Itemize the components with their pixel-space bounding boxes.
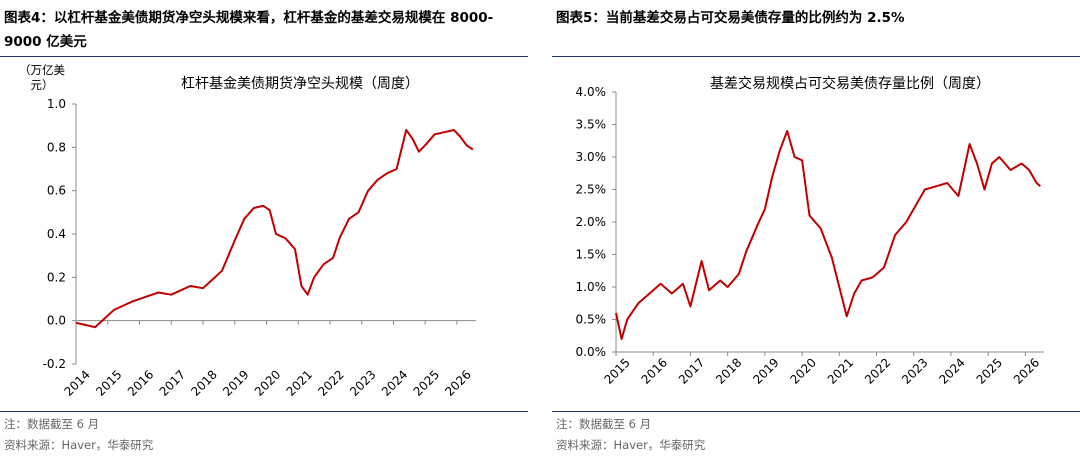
x-tick-label: 2026 [442,367,473,398]
chart-title: 杠杆基金美债期货净空头规模（周度） [181,75,419,92]
figure-5: 图表5：当前基差交易占可交易美债存量的比例约为 2.5% 基差交易规模占可交易美… [552,0,1080,460]
y-unit-label: 元） [31,78,54,92]
y-tick-label: 0.0 [47,314,66,328]
y-tick-label: 0.4 [47,227,66,241]
x-tick-label: 2016 [125,367,156,398]
y-tick-label: 1.5% [576,248,607,262]
x-tick-label: 2014 [61,367,92,398]
y-tick-label: -0.2 [43,357,66,371]
y-tick-label: 1.0 [47,97,66,111]
chart-title: 基差交易规模占可交易美债存量比例（周度） [710,75,990,92]
y-tick-label: 0.0% [576,345,607,359]
x-tick-label: 2022 [862,355,893,386]
x-tick-label: 2021 [284,367,315,398]
y-tick-label: 3.0% [576,150,607,164]
x-tick-label: 2015 [601,355,632,386]
figure-4-bottom-rule [0,411,528,412]
x-tick-label: 2023 [899,355,930,386]
figure-5-header: 图表5：当前基差交易占可交易美债存量的比例约为 2.5% [556,6,1076,30]
x-tick-label: 2024 [936,355,967,386]
figure-5-chart: 基差交易规模占可交易美债存量比例（周度） 0.0% 0.5% 1.0% 1.5% 2.0%… [576,75,1044,387]
y-tick-label: 2.0% [576,215,607,229]
figure-5-label: 图表5： [556,10,606,26]
x-tick-label: 2020 [788,355,819,386]
y-tick-label: 0.2 [47,270,66,284]
y-tick-label: 4.0% [576,85,607,99]
x-tick-label: 2025 [974,355,1005,386]
x-tick-label: 2017 [676,355,707,386]
y-tick-label: 0.6 [47,184,66,198]
figure-4-title: 以杠杆基金美债期货净空头规模来看，杠杆基金的基差交易规模在 8000-9000 … [4,10,494,50]
figure-4-header: 图表4：以杠杆基金美债期货净空头规模来看，杠杆基金的基差交易规模在 8000-9… [4,6,524,54]
x-tick-label: 2025 [411,367,442,398]
x-tick-label: 2018 [713,355,744,386]
y-tick-label: 2.5% [576,183,607,197]
figure-4-note: 注：数据截至 6 月 [4,417,100,431]
x-tick-label: 2023 [347,367,378,398]
figure-4-label: 图表4： [4,10,54,26]
x-tick-label: 2018 [188,367,219,398]
x-tick-label: 2017 [157,367,188,398]
y-tick-label: 0.5% [576,313,607,327]
x-tick-label: 2026 [1011,355,1042,386]
x-tick-label: 2016 [639,355,670,386]
figure-5-top-rule [552,56,1080,57]
y-unit-label: （万亿美 [19,63,65,77]
x-tick-label: 2024 [379,367,410,398]
figure-4-top-rule [0,56,528,57]
figure-5-source: 资料来源：Haver，华泰研究 [556,438,706,452]
y-tick-label: 3.5% [576,118,607,132]
x-tick-label: 2015 [93,367,124,398]
x-tick-label: 2021 [825,355,856,386]
figure-5-title: 当前基差交易占可交易美债存量的比例约为 2.5% [605,10,905,26]
figure-5-note: 注：数据截至 6 月 [556,417,652,431]
x-tick-label: 2020 [252,367,283,398]
figure-4-source: 资料来源：Haver，华泰研究 [4,438,154,452]
y-tick-label: 0.8 [47,140,66,154]
figure-4: 图表4：以杠杆基金美债期货净空头规模来看，杠杆基金的基差交易规模在 8000-9… [0,0,528,460]
x-tick-label: 2019 [220,367,251,398]
series-line [75,129,474,329]
y-tick-label: 1.0% [576,280,607,294]
x-tick-label: 2022 [315,367,346,398]
series-line [615,130,1041,340]
figure-5-bottom-rule [552,411,1080,412]
x-tick-label: 2019 [750,355,781,386]
